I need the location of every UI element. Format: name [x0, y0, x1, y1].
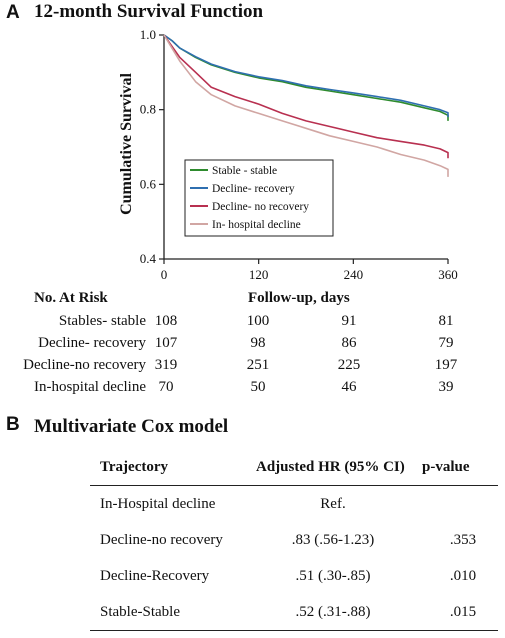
y-tick-label: 0.8	[140, 102, 156, 117]
risk-value: 197	[434, 357, 458, 373]
cox-pvalue: .010	[449, 567, 477, 584]
cox-header-pvalue: p-value	[418, 449, 498, 486]
legend-box	[184, 159, 334, 237]
y-tick-label: 0.6	[140, 176, 157, 191]
cox-table-row: In-Hospital decline Ref.	[90, 486, 498, 523]
legend-entry: Stable - stable	[212, 165, 277, 177]
risk-value: 91	[341, 313, 357, 329]
risk-value: 39	[438, 379, 454, 395]
risk-row-label: Decline- recovery	[38, 335, 146, 351]
x-tick-label: 120	[249, 267, 269, 282]
x-tick-label: 0	[161, 267, 168, 282]
cox-trajectory: Decline-Recovery	[100, 567, 210, 584]
risk-value: 79	[438, 335, 454, 351]
cox-pvalue: .353	[449, 531, 477, 548]
panel-b-title: Multivariate Cox model	[34, 416, 229, 437]
risk-value: 107	[154, 335, 178, 351]
cox-model-table: Trajectory Adjusted HR (95% CI) p-value …	[90, 449, 498, 631]
cox-table-row: Stable-Stable .52 (.31-.88) .015	[90, 594, 498, 631]
series-line	[163, 34, 449, 118]
cox-trajectory: Stable-Stable	[90, 594, 238, 631]
risk-value: 319	[154, 357, 178, 373]
risk-row-label: In-hospital decline	[33, 379, 146, 395]
risk-row-label: Stables- stable	[58, 313, 146, 329]
risk-value: 98	[250, 335, 266, 351]
panel-b-letter: B	[6, 414, 20, 435]
cox-pvalue	[418, 486, 498, 523]
risk-value: 100	[246, 313, 270, 329]
x-tick-label: 240	[344, 267, 364, 282]
risk-value: 50	[250, 379, 266, 395]
cox-hr: Ref.	[320, 495, 346, 512]
cox-trajectory: In-Hospital decline	[100, 495, 216, 512]
cox-header-hr: Adjusted HR (95% CI)	[238, 449, 418, 486]
cox-table-header-row: Trajectory Adjusted HR (95% CI) p-value	[90, 449, 498, 486]
risk-value: 81	[438, 313, 454, 329]
cox-hr: .83 (.56-1.23)	[291, 531, 375, 548]
risk-table-header-label: No. At Risk	[34, 290, 108, 306]
legend-entry: Decline- recovery	[212, 183, 295, 195]
series-line	[163, 34, 449, 177]
y-axis-label: Cumulative Survival	[118, 73, 135, 215]
y-tick-label: 1.0	[140, 27, 156, 42]
risk-value: 70	[158, 379, 174, 395]
cox-trajectory: Decline-no recovery	[100, 531, 223, 548]
survival-chart: 0.4 0.6 0.8 1.0 0 120 240 360 Cumulative Surviva…	[118, 27, 458, 282]
panel-a-title: 12-month Survival Function	[34, 1, 264, 22]
y-tick-label: 0.4	[140, 251, 157, 266]
x-tick-label: 360	[438, 267, 458, 282]
panel-a-letter: A	[6, 2, 20, 23]
risk-value: 251	[246, 357, 270, 373]
risk-table-axis-label: Follow-up, days	[248, 290, 350, 306]
cox-table-row: Decline-no recovery .83 (.56-1.23) .353	[90, 522, 498, 558]
series-line	[163, 34, 449, 121]
cox-header-trajectory: Trajectory	[90, 449, 238, 486]
series-line	[163, 34, 449, 159]
risk-row-label: Decline-no recovery	[23, 357, 146, 373]
legend-entry: In- hospital decline	[212, 219, 301, 231]
cox-pvalue: .015	[418, 594, 498, 631]
risk-value: 108	[154, 313, 178, 329]
cox-hr: .51 (.30-.85)	[295, 567, 371, 584]
risk-value: 46	[341, 379, 357, 395]
risk-value: 86	[341, 335, 357, 351]
cox-table-row: Decline-Recovery .51 (.30-.85) .010	[90, 558, 498, 594]
risk-value: 225	[337, 357, 361, 373]
cox-hr: .52 (.31-.88)	[238, 594, 418, 631]
legend-entry: Decline- no recovery	[212, 201, 309, 213]
